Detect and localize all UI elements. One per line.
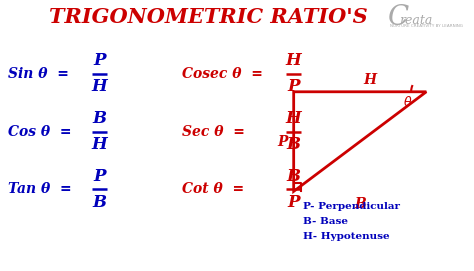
Text: P: P [287,194,300,211]
Text: Cosec θ  =: Cosec θ = [182,67,263,81]
Text: B: B [92,194,107,211]
Text: B- Base: B- Base [303,217,348,226]
Text: P: P [93,168,106,185]
Text: Cos θ  =: Cos θ = [8,125,71,138]
Text: TRIGONOMETRIC RATIO'S: TRIGONOMETRIC RATIO'S [49,7,368,27]
Text: H: H [91,78,107,95]
Text: B: B [92,110,107,127]
Text: H: H [363,73,376,87]
Text: C: C [388,4,410,31]
Text: reata: reata [399,14,432,27]
Text: H: H [91,136,107,153]
Text: B: B [287,136,301,153]
Text: NURTURE CREATIVITY BY LEARNING: NURTURE CREATIVITY BY LEARNING [390,24,463,28]
Text: Sin θ  =: Sin θ = [8,67,68,81]
Text: Tan θ  =: Tan θ = [8,182,71,196]
Text: B: B [354,197,366,211]
Text: P: P [277,135,288,149]
Text: P: P [93,52,106,69]
Text: H: H [286,110,301,127]
Text: Sec θ  =: Sec θ = [182,125,245,138]
Text: H- Hypotenuse: H- Hypotenuse [303,232,390,241]
Text: P: P [287,78,300,95]
Text: Cot θ  =: Cot θ = [182,182,244,196]
Text: $\theta$: $\theta$ [402,95,412,109]
Text: H: H [286,52,301,69]
Text: B: B [287,168,301,185]
Text: P- Perpendicular: P- Perpendicular [303,202,400,211]
